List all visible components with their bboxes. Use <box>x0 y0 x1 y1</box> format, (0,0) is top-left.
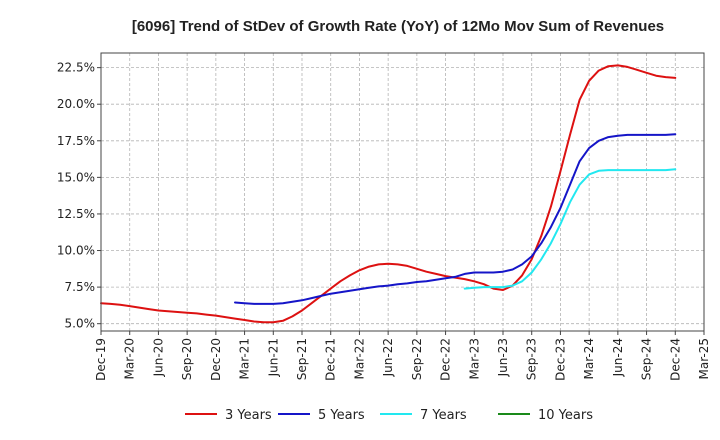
legend-label-5-years: 5 Years <box>318 408 365 423</box>
x-tick-label: Jun-20 <box>151 338 165 377</box>
legend: 3 Years 5 Years 7 Years 10 Years <box>185 408 593 423</box>
y-tick-label: 22.5% <box>57 61 95 75</box>
legend-label-7-years: 7 Years <box>420 408 467 423</box>
x-tick-label: Mar-23 <box>467 338 481 379</box>
x-tick-label: Dec-24 <box>668 338 682 381</box>
x-tick-label: Dec-20 <box>209 338 223 381</box>
legend-label-3-years: 3 Years <box>225 408 272 423</box>
x-tick-label: Sep-20 <box>180 338 194 380</box>
plot-frame <box>100 52 705 332</box>
x-tick-label: Jun-21 <box>266 338 280 377</box>
x-tick-label: Dec-22 <box>439 338 453 381</box>
x-tick-label: Mar-20 <box>123 338 137 379</box>
chart-title: [6096] Trend of StDev of Growth Rate (Yo… <box>132 18 664 35</box>
plot-background <box>101 53 704 331</box>
x-tick-label: Dec-21 <box>324 338 338 381</box>
x-axis: Dec-19 Mar-20 Jun-20 Sep-20 Dec-20 Mar-21 Jun-… <box>94 331 711 381</box>
series-line-7-years <box>463 168 677 290</box>
x-tick-label: Mar-22 <box>352 338 366 379</box>
y-tick-label: 7.5% <box>65 280 96 294</box>
y-tick-label: 10.0% <box>57 244 95 258</box>
x-tick-label: Jun-22 <box>381 338 395 377</box>
y-axis: 5.0% 7.5% 10.0% 12.5% 15.0% 17.5% 20.0% 22.5% <box>57 61 101 331</box>
y-tick-label: 20.0% <box>57 97 95 111</box>
y-tick-label: 15.0% <box>57 170 95 184</box>
x-tick-label: Dec-19 <box>94 338 108 381</box>
y-tick-label: 5.0% <box>65 317 96 331</box>
series-line-3-years <box>100 64 677 324</box>
x-tick-label: Sep-22 <box>410 338 424 380</box>
legend-label-10-years: 10 Years <box>538 408 593 423</box>
x-tick-label: Mar-24 <box>582 338 596 379</box>
x-tick-label: Mar-21 <box>238 338 252 379</box>
x-tick-label: Sep-24 <box>640 338 654 380</box>
x-tick-label: Sep-21 <box>295 338 309 380</box>
y-tick-label: 12.5% <box>57 207 95 221</box>
x-tick-label: Jun-23 <box>496 338 510 377</box>
x-tick-label: Dec-23 <box>553 338 567 381</box>
series-layer <box>100 64 677 324</box>
x-tick-label: Mar-25 <box>697 338 711 379</box>
x-tick-label: Sep-23 <box>525 338 539 380</box>
series-line-5-years <box>234 133 677 305</box>
y-tick-label: 17.5% <box>57 134 95 148</box>
x-tick-label: Jun-24 <box>611 338 625 377</box>
grid-layer <box>100 53 705 331</box>
